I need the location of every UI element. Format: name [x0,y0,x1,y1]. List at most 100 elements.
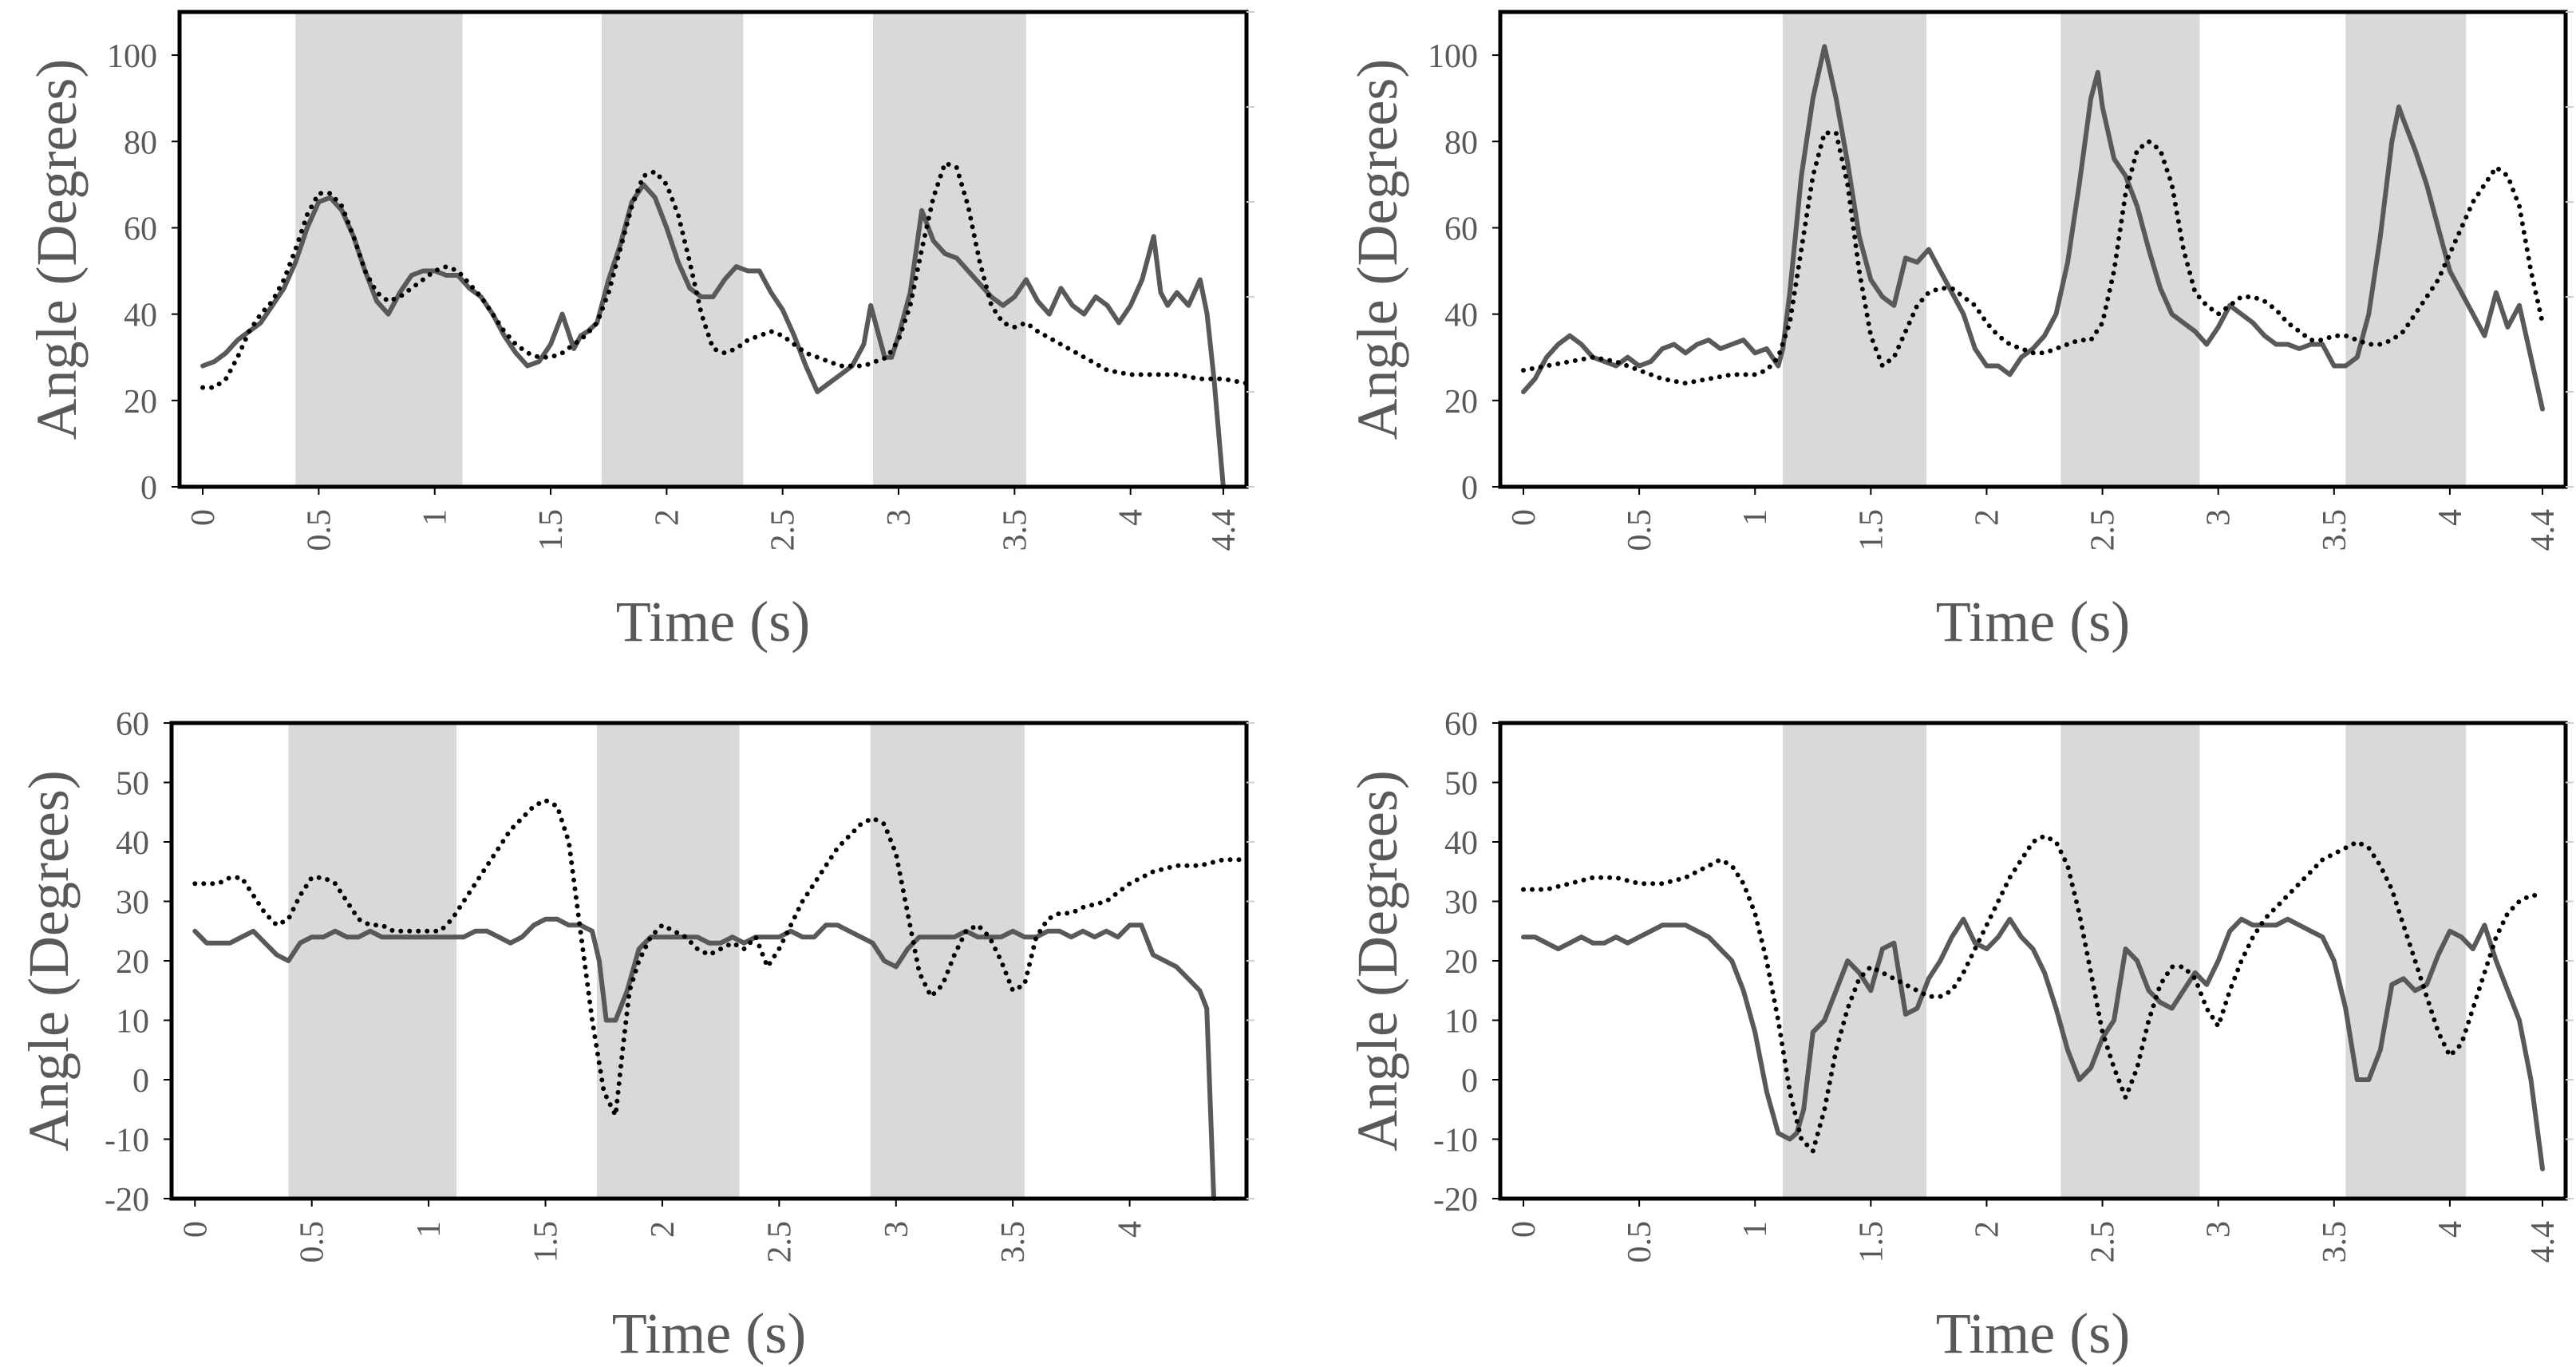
x-tick-label: 4 [2432,1221,2469,1238]
shaded-region-1 [1783,723,1926,1199]
series-dotted-line [1521,130,2545,386]
series-solid-line [200,182,1226,489]
x-tick-label: 4.4 [2525,509,2562,551]
x-axis-title: Time (s) [1936,590,2130,654]
x-tick-label: 3 [881,509,918,526]
y-tick-label: 40 [116,825,149,862]
x-tick-label: 0.5 [1622,509,1658,551]
x-tick-label: 3.5 [2317,1221,2353,1263]
chart-top-left: 0 20 40 60 80 100 0 0.5 1 1.5 2 2.5 3 3.5 4 4.4 Time (s)… [25,10,1254,654]
chart-bottom-right: -20 -10 0 10 20 30 40 50 60 0 0.5 1 1.5 2 2.5 3 3.5 4 4.4 T… [1345,706,2574,1365]
shaded-region-1 [295,12,463,487]
x-tick-label: 1.5 [528,1221,565,1263]
y-tick-label: 30 [116,885,149,922]
shaded-region-3 [2345,12,2467,487]
y-tick-label: -20 [1433,1182,1478,1219]
y-axis-title: Angle (Degrees) [1345,770,1409,1152]
shaded-region-2 [2060,12,2200,487]
x-axis-title: Time (s) [612,1302,806,1365]
x-tick-label: 4.4 [1206,509,1243,551]
x-tick-label: 2 [1969,1221,2005,1238]
y-tick-label: 80 [124,124,157,161]
y-tick-label: 10 [116,1004,149,1041]
shaded-region-3 [873,12,1026,487]
x-tick-label: 0 [1506,1221,1543,1238]
y-tick-label: 60 [1444,211,1478,247]
y-tick-label: 60 [116,706,149,743]
x-tick-label: 0 [1506,509,1543,526]
x-tick-label: 3 [2201,509,2238,526]
shaded-region-3 [2345,723,2467,1199]
x-tick-label: 3 [879,1221,915,1238]
y-axis-title: Angle (Degrees) [17,770,81,1152]
series-solid-line [192,916,1216,1201]
shaded-region-2 [2060,723,2200,1199]
y-tick-label: 0 [132,1063,149,1100]
x-tick-label: 1.5 [1853,1221,1890,1263]
x-tick-label: 1 [1737,1221,1774,1238]
x-axis-title: Time (s) [616,590,810,654]
x-tick-label: 0 [177,1221,214,1238]
shaded-region-1 [288,723,457,1199]
y-tick-label: 0 [140,470,157,507]
series-solid-line [1521,916,2545,1171]
chart-bottom-left: -20 -10 0 10 20 30 40 50 60 0 0.5 1 1.5 2 2.5 3 3.5 4 Time… [17,706,1254,1365]
y-tick-label: 60 [124,211,157,247]
y-tick-label: 20 [116,944,149,981]
y-tick-label: 50 [1444,766,1478,803]
y-tick-label: 80 [1444,124,1478,161]
x-tick-label: 4 [1112,1221,1149,1238]
x-tick-label: 3 [2201,1221,2238,1238]
y-tick-label: -10 [1433,1123,1478,1160]
x-tick-label: 3.5 [995,1221,1032,1263]
series-dotted-line [200,160,1249,390]
chart-top-right: 0 20 40 60 80 100 0 0.5 1 1.5 2 2.5 3 3.5 4 4.4 Time (s)… [1345,10,2574,654]
series-solid-line [1521,44,2545,412]
x-tick-label: 0.5 [1622,1221,1658,1263]
y-tick-label: 40 [1444,298,1478,334]
shaded-region-2 [596,723,740,1199]
x-tick-label: 2 [1969,509,2005,526]
x-tick-label: 1.5 [533,509,570,551]
y-tick-label: 20 [1444,944,1478,981]
shaded-region-1 [1783,12,1926,487]
x-axis-title: Time (s) [1936,1302,2130,1365]
x-tick-label: 1.5 [1853,509,1890,551]
y-tick-label: 0 [1461,1063,1478,1100]
x-tick-label: 3.5 [997,509,1033,551]
y-tick-label: 100 [1428,38,1478,75]
y-tick-label: 0 [1461,470,1478,507]
x-tick-label: 2.5 [2085,509,2122,551]
x-tick-label: 2.5 [765,509,802,551]
x-tick-label: 1 [1737,509,1774,526]
y-tick-label: 40 [1444,825,1478,862]
x-tick-label: 0 [185,509,222,526]
x-tick-label: 4 [1113,509,1150,526]
x-tick-label: 2 [649,509,685,526]
y-tick-label: 20 [1444,384,1478,421]
shaded-region-3 [870,723,1025,1199]
x-tick-label: 0.5 [294,1221,331,1263]
plot-frame [177,10,1249,489]
x-tick-label: 1 [417,509,454,526]
x-tick-label: 3.5 [2317,509,2353,551]
x-tick-label: 4 [2432,509,2469,526]
y-tick-label: 10 [1444,1004,1478,1041]
y-tick-label: 60 [1444,706,1478,743]
x-tick-label: 1 [411,1221,448,1238]
y-axis-title: Angle (Degrees) [1345,59,1409,441]
y-tick-label: -20 [105,1182,149,1219]
y-axis-title: Angle (Degrees) [25,59,89,441]
x-tick-label: 0.5 [301,509,338,551]
series-dotted-line [192,797,1249,1118]
y-tick-label: 50 [116,766,149,803]
x-tick-label: 2.5 [761,1221,798,1263]
y-tick-label: 30 [1444,885,1478,922]
x-tick-label: 2.5 [2085,1221,2122,1263]
y-tick-label: 40 [124,298,157,334]
plot-frame [1498,10,2568,489]
x-tick-label: 4.4 [2525,1221,2562,1263]
y-tick-label: -10 [105,1123,149,1160]
y-tick-label: 100 [107,38,157,75]
